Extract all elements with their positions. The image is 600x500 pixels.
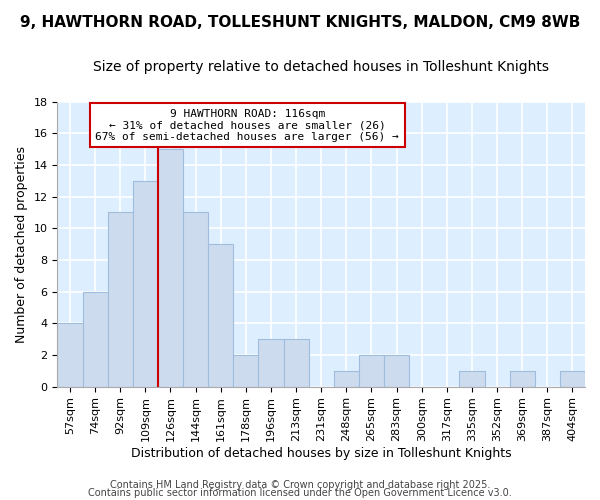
Bar	[560, 371, 585, 386]
Bar	[509, 371, 535, 386]
Text: 9 HAWTHORN ROAD: 116sqm
← 31% of detached houses are smaller (26)
67% of semi-de: 9 HAWTHORN ROAD: 116sqm ← 31% of detache…	[95, 108, 399, 142]
Bar	[460, 371, 485, 386]
Bar	[284, 339, 308, 386]
Y-axis label: Number of detached properties: Number of detached properties	[15, 146, 28, 342]
Bar	[58, 324, 83, 386]
Bar	[183, 212, 208, 386]
Text: Contains public sector information licensed under the Open Government Licence v3: Contains public sector information licen…	[88, 488, 512, 498]
Bar	[334, 371, 359, 386]
Title: Size of property relative to detached houses in Tolleshunt Knights: Size of property relative to detached ho…	[93, 60, 549, 74]
Bar	[359, 355, 384, 386]
Text: Contains HM Land Registry data © Crown copyright and database right 2025.: Contains HM Land Registry data © Crown c…	[110, 480, 490, 490]
Bar	[158, 149, 183, 386]
Bar	[83, 292, 107, 386]
Bar	[107, 212, 133, 386]
Bar	[208, 244, 233, 386]
Bar	[259, 339, 284, 386]
Bar	[233, 355, 259, 386]
X-axis label: Distribution of detached houses by size in Tolleshunt Knights: Distribution of detached houses by size …	[131, 447, 512, 460]
Bar	[384, 355, 409, 386]
Bar	[133, 180, 158, 386]
Text: 9, HAWTHORN ROAD, TOLLESHUNT KNIGHTS, MALDON, CM9 8WB: 9, HAWTHORN ROAD, TOLLESHUNT KNIGHTS, MA…	[20, 15, 580, 30]
